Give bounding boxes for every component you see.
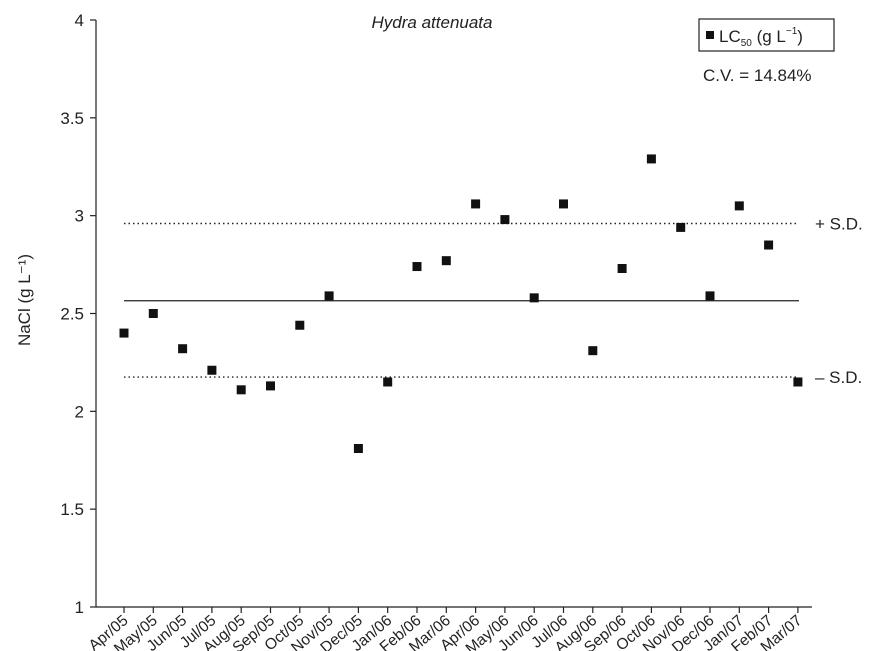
data-point [588, 346, 598, 356]
y-tick-label: 2.5 [60, 305, 84, 324]
data-point [500, 215, 510, 225]
data-point [383, 377, 393, 387]
reference-label-plus-sd: + S.D. [815, 214, 863, 233]
y-tick-label: 2 [75, 402, 84, 421]
data-point [676, 222, 686, 232]
data-point [705, 291, 715, 301]
data-point [412, 262, 422, 272]
data-point [559, 199, 568, 209]
y-tick-label: 3.5 [60, 109, 84, 128]
data-point [236, 385, 246, 395]
cv-annotation: C.V. = 14.84% [703, 66, 812, 85]
data-point [295, 320, 305, 330]
data-point [646, 154, 656, 164]
legend-superscript: −1 [786, 26, 798, 37]
chart-title: Hydra attenuata [372, 13, 493, 32]
y-tick-label: 3 [75, 207, 84, 226]
data-point [471, 199, 481, 209]
legend-label: LC50 (g L−1) [719, 26, 803, 49]
legend-suffix-open: (g L [752, 27, 786, 46]
data-point [119, 328, 129, 338]
legend-subscript: 50 [741, 38, 753, 49]
data-point [353, 444, 363, 454]
data-point [764, 240, 774, 250]
data-point [441, 256, 451, 266]
legend-box [698, 18, 835, 52]
data-point [148, 309, 158, 318]
reference-lines: + S.D. – S.D. [124, 214, 863, 387]
y-tick-label: 4 [75, 11, 84, 30]
y-ticks: 1 1.5 2 2.5 3 3.5 4 [60, 11, 96, 617]
y-tick-label: 1.5 [60, 500, 84, 519]
reference-label-minus-sd: – S.D. [815, 368, 862, 387]
data-point [207, 365, 217, 375]
legend-suffix-close: ) [797, 27, 803, 46]
data-points [119, 154, 803, 454]
data-point [324, 291, 334, 301]
y-axis-title: NaCl (g L⁻¹) [15, 254, 34, 346]
data-point [266, 381, 275, 391]
legend-marker [706, 31, 714, 39]
y-tick-label: 1 [75, 598, 84, 617]
data-point [793, 377, 803, 387]
data-point [617, 263, 627, 273]
data-point [178, 344, 188, 354]
data-point [734, 201, 744, 211]
x-ticks: Apr/05May/05Jun/05Jul/05Aug/05Sep/05Oct/… [86, 607, 805, 651]
legend-prefix: LC [719, 27, 741, 46]
legend: LC50 (g L−1) [698, 18, 835, 52]
data-point [529, 293, 539, 303]
